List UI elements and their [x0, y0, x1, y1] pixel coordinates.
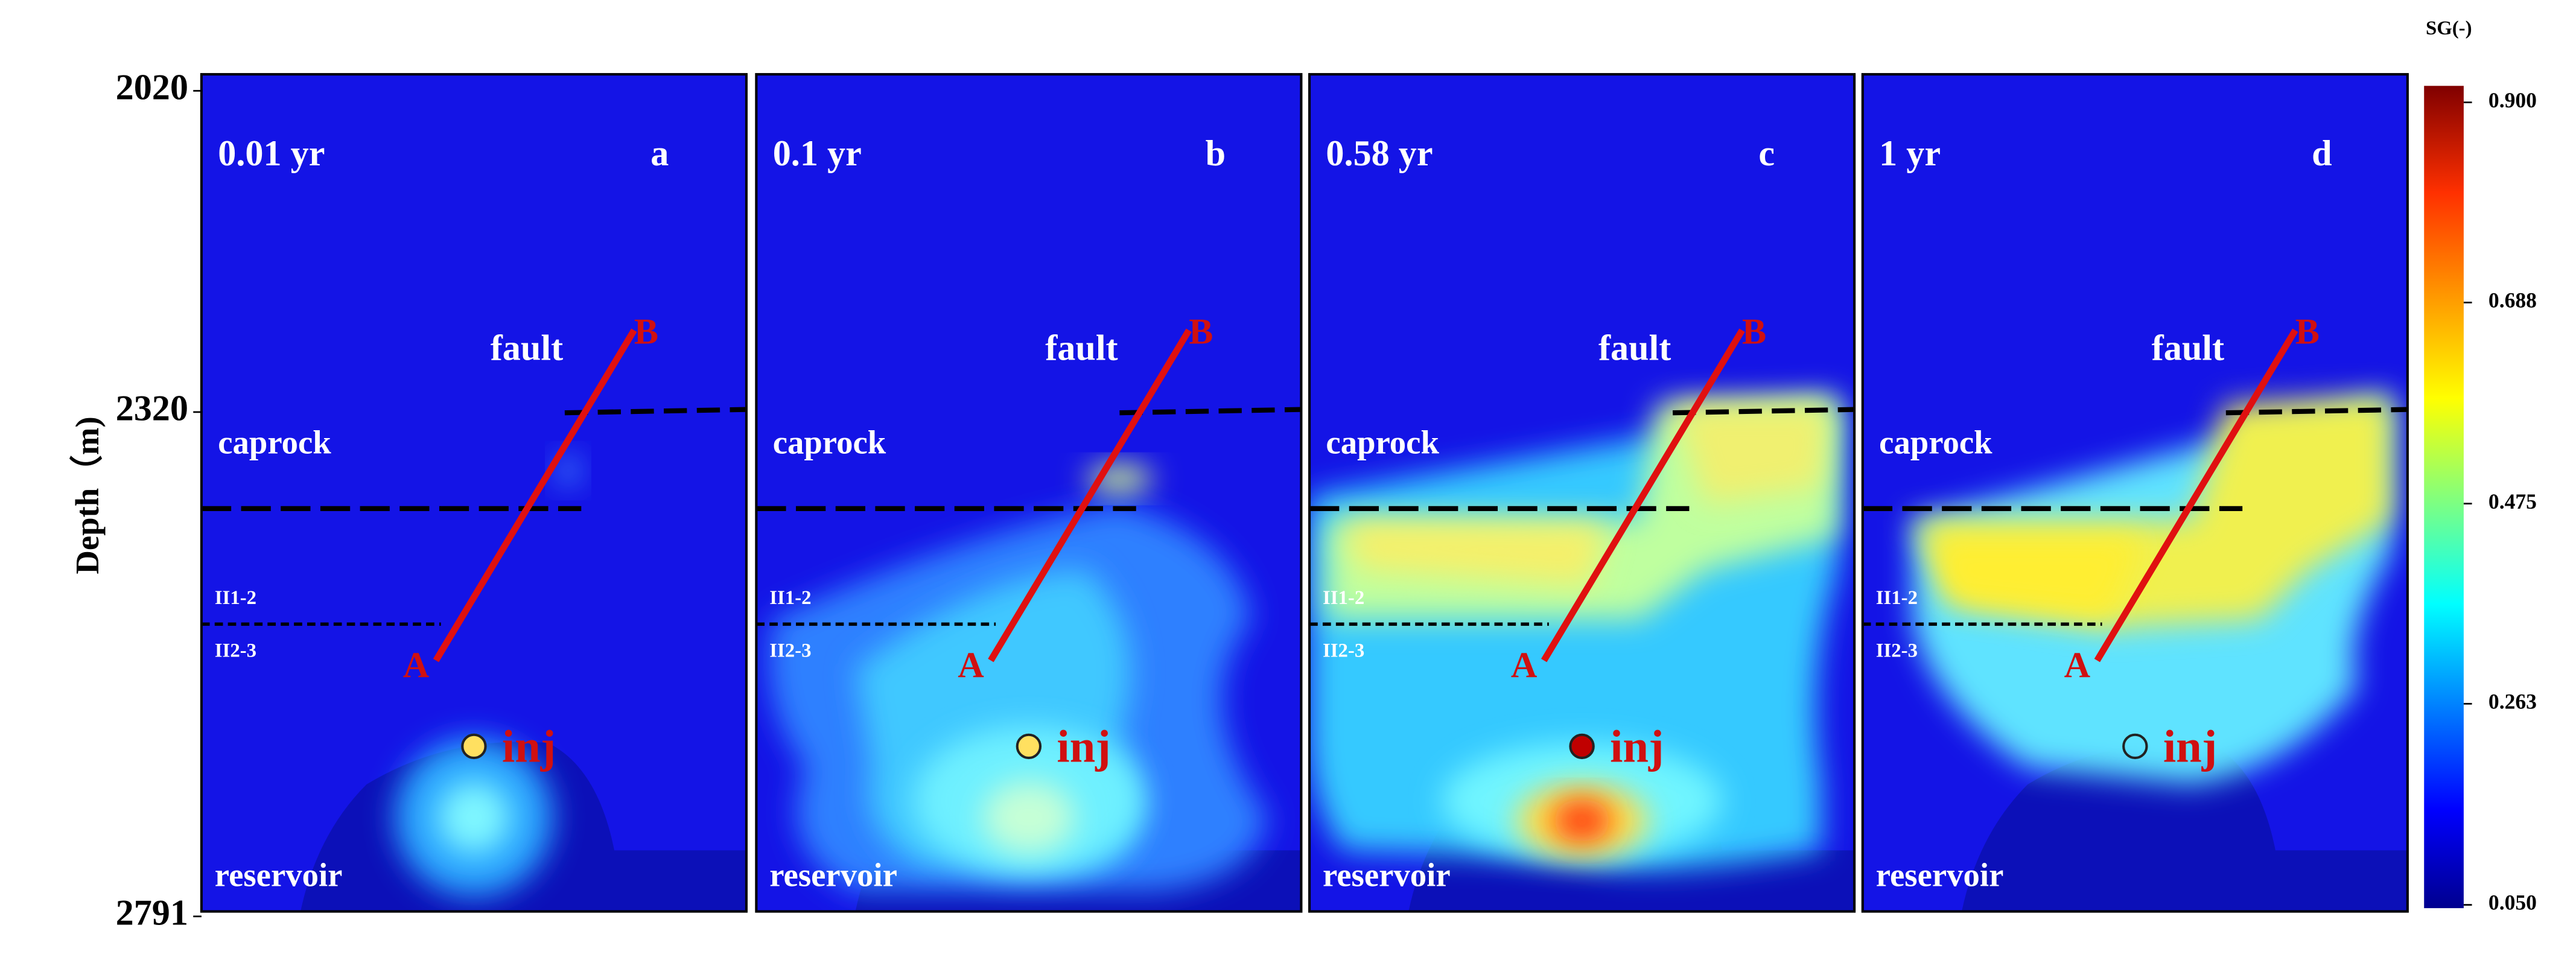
- plume: [1342, 520, 1607, 586]
- plume: [982, 781, 1075, 854]
- layer-upper-label: II1-2: [1323, 587, 1364, 609]
- panel-letter: b: [1206, 133, 1226, 174]
- caprock-label: caprock: [1879, 424, 1992, 460]
- panel-time: 0.01 yr: [218, 133, 325, 174]
- fault: [2094, 328, 2298, 663]
- fault-top-label: B: [1742, 311, 1766, 352]
- plume: [1929, 536, 2144, 620]
- plume: [437, 781, 510, 854]
- layer-lower-label: II2-3: [769, 640, 811, 661]
- caprock-label: caprock: [773, 424, 886, 460]
- panel-letter: a: [650, 133, 669, 174]
- colorbar-tick-label: 0.900: [2489, 88, 2537, 112]
- layer-upper-label: II1-2: [769, 587, 811, 609]
- fault: [1541, 328, 1745, 663]
- fault-top-label: B: [634, 311, 658, 352]
- fault-top-label: B: [1189, 311, 1213, 352]
- layer-lower-label: II2-3: [1876, 640, 1918, 661]
- fault-bottom-label: A: [958, 645, 984, 685]
- caprock-label: caprock: [1326, 424, 1439, 460]
- plume: [1552, 799, 1612, 842]
- caprock-label: caprock: [218, 424, 331, 460]
- fault-label: fault: [1045, 328, 1118, 369]
- panel-frame: [200, 73, 748, 913]
- fault-bottom-label: A: [1511, 645, 1538, 685]
- panel-field: [1309, 74, 1855, 912]
- y-tick-label: 2020: [116, 67, 188, 107]
- colorbar: [2424, 86, 2464, 909]
- panel-time: 0.1 yr: [773, 133, 862, 174]
- fault-label: fault: [2152, 328, 2224, 369]
- layer-upper-label: II1-2: [215, 587, 256, 609]
- layer-upper-label: II1-2: [1876, 587, 1918, 609]
- caprock-top: [2225, 407, 2408, 416]
- panel-time: 0.58 yr: [1326, 133, 1433, 174]
- colorbar-title: SG(-): [2426, 17, 2472, 39]
- panel-frame: [1861, 73, 2409, 913]
- fault-top-label: B: [2295, 311, 2320, 352]
- reservoir-rock: [1961, 742, 2408, 912]
- colorbar-tick-label: 0.263: [2489, 689, 2537, 713]
- reservoir-label: reservoir: [769, 856, 897, 893]
- panel-field: [756, 74, 1302, 912]
- y-tick-label: 2320: [116, 389, 188, 429]
- fault-bottom-label: A: [403, 645, 430, 685]
- y-axis-label: Depth（m): [69, 416, 106, 574]
- fault-label: fault: [1598, 328, 1671, 369]
- fault-bottom-label: A: [2064, 645, 2091, 685]
- caprock-top: [1119, 407, 1302, 416]
- panel-time: 1 yr: [1879, 133, 1941, 174]
- panel-field: [201, 74, 746, 912]
- reservoir-label: reservoir: [215, 856, 343, 893]
- panel-letter: d: [2312, 133, 2332, 174]
- injection-well: [2122, 733, 2148, 760]
- fault: [988, 328, 1192, 663]
- injection-well: [461, 733, 487, 760]
- panel-field: [1862, 74, 2408, 912]
- y-tick-label: 2791: [116, 893, 188, 933]
- fault-label: fault: [491, 328, 563, 369]
- injection-label: inj: [502, 721, 556, 772]
- injection-label: inj: [1057, 721, 1110, 772]
- injection-well: [1569, 733, 1595, 760]
- panel-frame: [755, 73, 1303, 913]
- colorbar-tick-label: 0.688: [2489, 288, 2537, 313]
- caprock-top: [1673, 407, 1855, 416]
- reservoir-label: reservoir: [1876, 856, 2004, 893]
- panel-letter: c: [1758, 133, 1775, 174]
- fault: [433, 328, 637, 663]
- plume: [556, 456, 580, 486]
- reservoir-label: reservoir: [1323, 856, 1451, 893]
- plume: [1673, 404, 1830, 504]
- panel-frame: [1308, 73, 1856, 913]
- layer-lower-label: II2-3: [215, 640, 256, 661]
- injection-label: inj: [1610, 721, 1664, 772]
- colorbar-tick-label: 0.050: [2489, 891, 2537, 915]
- layer-lower-label: II2-3: [1323, 640, 1364, 661]
- injection-well: [1016, 733, 1042, 760]
- caprock-top: [564, 407, 747, 416]
- injection-label: inj: [2163, 721, 2217, 772]
- colorbar-tick-label: 0.475: [2489, 489, 2537, 513]
